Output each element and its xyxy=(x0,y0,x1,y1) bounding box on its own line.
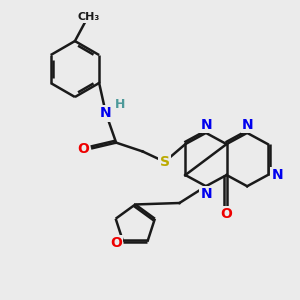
Text: CH₃: CH₃ xyxy=(78,12,100,22)
Text: N: N xyxy=(242,118,254,132)
Text: N: N xyxy=(100,106,112,120)
Text: O: O xyxy=(220,207,232,221)
Text: O: O xyxy=(110,236,122,250)
Text: H: H xyxy=(115,98,125,111)
Text: N: N xyxy=(201,118,212,132)
Text: N: N xyxy=(272,168,283,182)
Text: N: N xyxy=(201,188,212,202)
Text: O: O xyxy=(77,142,89,155)
Text: S: S xyxy=(160,155,170,169)
